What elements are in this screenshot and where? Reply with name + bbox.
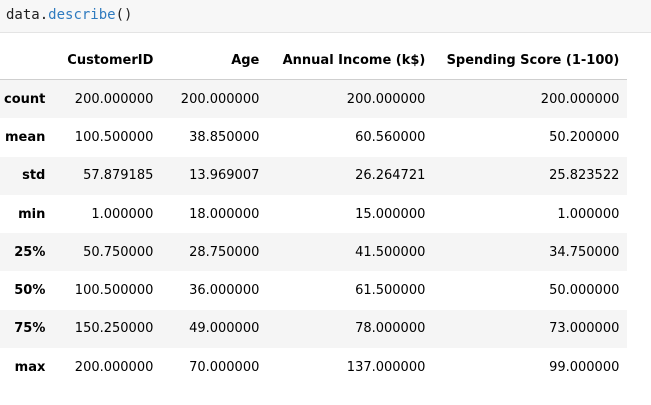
index-header xyxy=(0,41,54,80)
table-cell: 99.000000 xyxy=(549,359,620,375)
table-cell: 28.750000 xyxy=(189,244,260,260)
table-cell: 50.750000 xyxy=(83,244,154,260)
table-cell: 13.969007 xyxy=(189,168,260,184)
row-label: mean xyxy=(4,129,46,145)
table-cell: 25.823522 xyxy=(549,168,620,184)
code-parens: () xyxy=(115,7,133,23)
table-row: std 57.879185 13.969007 26.264721 25.823… xyxy=(0,156,628,195)
column-header-annual-income: Annual Income (k$) xyxy=(267,41,434,80)
table-cell: 38.850000 xyxy=(189,129,260,145)
row-label: 75% xyxy=(14,321,46,337)
table-cell: 61.500000 xyxy=(355,283,426,299)
table-cell: 60.560000 xyxy=(355,129,426,145)
table-cell: 70.000000 xyxy=(189,359,260,375)
column-header-customerid: CustomerID xyxy=(53,41,162,80)
row-label: count xyxy=(4,91,46,107)
table-cell: 73.000000 xyxy=(549,321,620,337)
table-cell: 36.000000 xyxy=(189,283,260,299)
code-object: data xyxy=(6,7,40,23)
table-row: max 200.000000 70.000000 137.000000 99.0… xyxy=(0,348,628,387)
row-label: 50% xyxy=(14,283,46,299)
table-cell: 18.000000 xyxy=(189,206,260,222)
describe-table: CustomerID Age Annual Income (k$) Spendi… xyxy=(0,41,628,387)
row-label: max xyxy=(14,359,46,375)
table-cell: 137.000000 xyxy=(346,359,426,375)
table-body: count 200.000000 200.000000 200.000000 2… xyxy=(0,79,628,387)
table-cell: 50.000000 xyxy=(549,283,620,299)
table-row: mean 100.500000 38.850000 60.560000 50.2… xyxy=(0,118,628,157)
table-cell: 1.000000 xyxy=(91,206,154,222)
table-cell: 57.879185 xyxy=(83,168,154,184)
row-label: min xyxy=(18,206,46,222)
code-cell[interactable]: data.describe() xyxy=(0,0,651,33)
table-cell: 200.000000 xyxy=(180,91,260,107)
table-cell: 15.000000 xyxy=(355,206,426,222)
table-cell: 200.000000 xyxy=(346,91,426,107)
table-cell: 34.750000 xyxy=(549,244,620,260)
table-cell: 49.000000 xyxy=(189,321,260,337)
table-cell: 150.250000 xyxy=(74,321,154,337)
column-header-spending-score: Spending Score (1-100) xyxy=(433,41,628,80)
table-cell: 200.000000 xyxy=(74,359,154,375)
table-row: 75% 150.250000 49.000000 78.000000 73.00… xyxy=(0,309,628,349)
table-row: min 1.000000 18.000000 15.000000 1.00000… xyxy=(0,194,628,234)
code-method: describe xyxy=(48,7,116,23)
row-label: 25% xyxy=(14,244,46,260)
row-label: std xyxy=(22,168,46,184)
table-cell: 200.000000 xyxy=(540,91,620,107)
cell-output: CustomerID Age Annual Income (k$) Spendi… xyxy=(0,41,628,387)
table-cell: 200.000000 xyxy=(74,91,154,107)
column-header-age: Age xyxy=(161,41,268,80)
table-cell: 41.500000 xyxy=(355,244,426,260)
table-row: count 200.000000 200.000000 200.000000 2… xyxy=(0,79,628,119)
table-cell: 50.200000 xyxy=(549,129,620,145)
table-header: CustomerID Age Annual Income (k$) Spendi… xyxy=(0,41,628,80)
table-cell: 1.000000 xyxy=(557,206,620,222)
table-cell: 78.000000 xyxy=(355,321,426,337)
table-row: 25% 50.750000 28.750000 41.500000 34.750… xyxy=(0,233,628,272)
table-cell: 100.500000 xyxy=(74,129,154,145)
table-cell: 100.500000 xyxy=(74,283,154,299)
code-dot: . xyxy=(39,7,49,23)
header-row: CustomerID Age Annual Income (k$) Spendi… xyxy=(0,41,628,80)
table-row: 50% 100.500000 36.000000 61.500000 50.00… xyxy=(0,271,628,310)
code-line[interactable]: data.describe() xyxy=(6,6,132,24)
table-cell: 26.264721 xyxy=(355,168,426,184)
